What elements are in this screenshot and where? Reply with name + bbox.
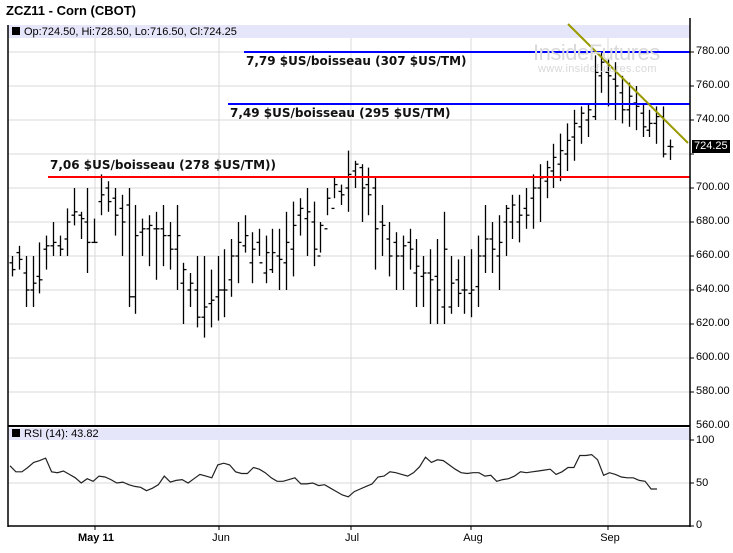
price-header-band bbox=[8, 25, 690, 38]
y-tick-620: 620.00 bbox=[696, 317, 730, 329]
y-tick-780: 780.00 bbox=[696, 45, 730, 57]
rsi-line bbox=[9, 453, 657, 498]
y-tick-600: 600.00 bbox=[696, 351, 730, 363]
downtrend-line bbox=[567, 23, 689, 144]
y-tick-740: 740.00 bbox=[696, 113, 730, 125]
x-label-may11: May 11 bbox=[77, 532, 115, 544]
x-label-aug: Aug bbox=[463, 532, 483, 544]
last-price-badge: 724.25 bbox=[692, 140, 730, 153]
resistance-label-779: 7,79 $US/boisseau (307 $US/TM) bbox=[246, 54, 467, 68]
legend-square-icon bbox=[12, 27, 20, 35]
rsi-tick-50: 50 bbox=[696, 477, 709, 489]
rsi-panel-header: RSI (14): 43.82 bbox=[12, 428, 99, 440]
y-tick-680: 680.00 bbox=[696, 215, 730, 227]
y-tick-640: 640.00 bbox=[696, 283, 730, 295]
watermark-logo: InsideFutures bbox=[533, 40, 660, 65]
rsi-readout: RSI (14): 43.82 bbox=[24, 428, 99, 440]
y-tick-660: 660.00 bbox=[696, 249, 730, 261]
rsi-tick-100: 100 bbox=[696, 434, 715, 446]
chart-title: ZCZ11 - Corn (CBOT) bbox=[6, 3, 136, 18]
y-tick-560: 560.00 bbox=[696, 419, 730, 431]
support-label-706: 7,06 $US/boisseau (278 $US/TM)) bbox=[50, 158, 277, 172]
rsi-header-band bbox=[8, 428, 690, 440]
x-label-sep: Sep bbox=[600, 532, 620, 544]
resistance-label-749: 7,49 $US/boisseau (295 $US/TM) bbox=[230, 106, 451, 120]
y-tick-700: 700.00 bbox=[696, 181, 730, 193]
watermark-url: www.insidefutures.com bbox=[538, 63, 657, 75]
y-tick-580: 580.00 bbox=[696, 385, 730, 397]
price-panel-header: Op:724.50, Hi:728.50, Lo:716.50, Cl:724.… bbox=[12, 26, 237, 38]
legend-square-icon bbox=[12, 429, 20, 437]
x-label-jul: Jul bbox=[344, 532, 360, 544]
x-label-jun: Jun bbox=[212, 532, 230, 544]
rsi-tick-0: 0 bbox=[696, 519, 703, 531]
y-tick-760: 760.00 bbox=[696, 79, 730, 91]
ohlc-readout: Op:724.50, Hi:728.50, Lo:716.50, Cl:724.… bbox=[24, 26, 237, 38]
